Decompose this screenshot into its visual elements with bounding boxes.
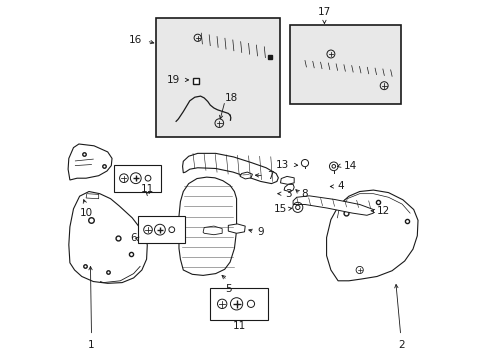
Polygon shape	[68, 144, 112, 180]
Polygon shape	[192, 32, 273, 60]
Circle shape	[247, 300, 254, 307]
Circle shape	[145, 175, 151, 181]
Polygon shape	[182, 153, 278, 184]
Text: 2: 2	[397, 340, 404, 350]
Text: 10: 10	[80, 208, 92, 218]
Polygon shape	[240, 172, 252, 179]
Text: 17: 17	[317, 7, 330, 17]
Text: 15: 15	[273, 204, 286, 214]
Bar	[138, 216, 185, 243]
Text: 18: 18	[224, 93, 238, 103]
Bar	[156, 18, 280, 137]
Text: 13: 13	[276, 160, 289, 170]
Polygon shape	[326, 190, 417, 281]
Polygon shape	[69, 192, 147, 283]
Text: 19: 19	[166, 75, 179, 85]
Bar	[114, 165, 161, 192]
Text: 7: 7	[266, 171, 273, 181]
Text: 3: 3	[284, 189, 291, 199]
Bar	[210, 288, 267, 320]
Polygon shape	[179, 177, 236, 275]
Circle shape	[168, 227, 174, 233]
Polygon shape	[228, 224, 244, 233]
Polygon shape	[203, 226, 222, 235]
Text: 9: 9	[257, 227, 263, 237]
Text: 11: 11	[141, 184, 154, 194]
Text: 5: 5	[224, 284, 231, 294]
Circle shape	[301, 159, 308, 167]
Text: 14: 14	[343, 161, 356, 171]
Bar	[289, 25, 400, 104]
Circle shape	[230, 298, 242, 310]
Polygon shape	[296, 60, 393, 82]
Circle shape	[154, 224, 165, 235]
Text: 12: 12	[376, 206, 389, 216]
Text: 16: 16	[128, 35, 142, 45]
Text: 1: 1	[88, 340, 95, 350]
Polygon shape	[280, 176, 294, 184]
Text: 4: 4	[337, 181, 343, 192]
Polygon shape	[86, 194, 99, 199]
Polygon shape	[284, 184, 294, 192]
Polygon shape	[292, 196, 373, 215]
Text: 6: 6	[130, 233, 136, 243]
Text: 8: 8	[301, 189, 307, 199]
Text: 11: 11	[232, 321, 245, 331]
Circle shape	[130, 173, 141, 184]
